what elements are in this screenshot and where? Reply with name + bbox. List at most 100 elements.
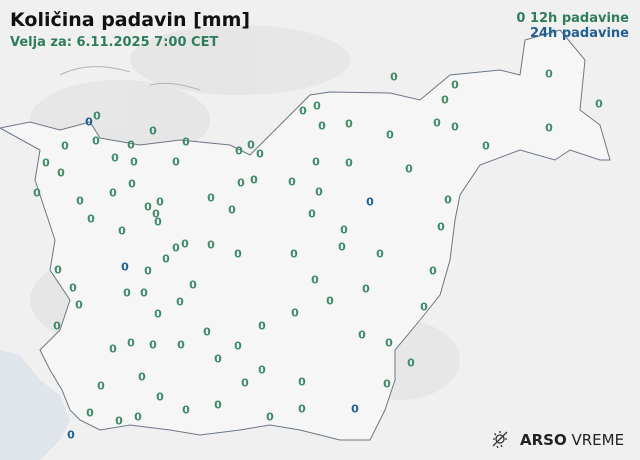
legend-12h: 0 12h padavine — [516, 11, 629, 26]
station-12h-value: 0 — [162, 252, 170, 266]
station-12h-value: 0 — [33, 186, 41, 200]
station-12h-value: 0 — [298, 402, 306, 416]
station-12h-value: 0 — [182, 403, 190, 417]
station-12h-value: 0 — [237, 176, 245, 190]
station-12h-value: 0 — [144, 264, 152, 278]
station-12h-value: 0 — [386, 128, 394, 142]
station-12h-value: 0 — [140, 286, 148, 300]
station-24h-value: 0 — [85, 115, 93, 129]
station-12h-value: 0 — [93, 109, 101, 123]
station-12h-value: 0 — [433, 116, 441, 130]
station-12h-value: 0 — [315, 185, 323, 199]
station-12h-value: 0 — [326, 294, 334, 308]
station-12h-value: 0 — [338, 240, 346, 254]
legend-sample: 0 — [516, 11, 526, 26]
station-12h-value: 0 — [437, 220, 445, 234]
station-12h-value: 0 — [61, 139, 69, 153]
station-12h-value: 0 — [127, 138, 135, 152]
station-12h-value: 0 — [545, 67, 553, 81]
station-12h-value: 0 — [358, 328, 366, 342]
station-12h-value: 0 — [76, 194, 84, 208]
station-12h-value: 0 — [234, 339, 242, 353]
station-12h-value: 0 — [176, 295, 184, 309]
map-title: Količina padavin [mm] — [10, 9, 251, 31]
station-12h-value: 0 — [154, 215, 162, 229]
station-12h-value: 0 — [128, 177, 136, 191]
station-12h-value: 0 — [258, 363, 266, 377]
station-12h-value: 0 — [340, 223, 348, 237]
station-12h-value: 0 — [172, 155, 180, 169]
station-12h-value: 0 — [311, 273, 319, 287]
slovenia-border — [0, 29, 611, 441]
station-12h-value: 0 — [53, 319, 61, 333]
station-12h-value: 0 — [130, 155, 138, 169]
station-12h-value: 0 — [207, 191, 215, 205]
station-12h-value: 0 — [123, 286, 131, 300]
station-12h-value: 0 — [376, 247, 384, 261]
station-12h-value: 0 — [156, 390, 164, 404]
station-12h-value: 0 — [156, 195, 164, 209]
station-12h-value: 0 — [54, 263, 62, 277]
station-12h-value: 0 — [42, 156, 50, 170]
station-12h-value: 0 — [97, 379, 105, 393]
station-12h-value: 0 — [69, 281, 77, 295]
station-12h-value: 0 — [407, 356, 415, 370]
station-12h-value: 0 — [290, 247, 298, 261]
station-12h-value: 0 — [109, 186, 117, 200]
station-12h-value: 0 — [420, 300, 428, 314]
station-12h-value: 0 — [385, 336, 393, 350]
station-12h-value: 0 — [207, 238, 215, 252]
logo-brand: ARSO — [520, 431, 567, 449]
station-12h-value: 0 — [57, 166, 65, 180]
station-12h-value: 0 — [451, 78, 459, 92]
station-12h-value: 0 — [362, 282, 370, 296]
station-12h-value: 0 — [149, 338, 157, 352]
logo-product: VREME — [571, 431, 625, 449]
station-12h-value: 0 — [111, 151, 119, 165]
station-24h-value: 0 — [67, 428, 75, 442]
station-12h-value: 0 — [595, 97, 603, 111]
station-12h-value: 0 — [127, 336, 135, 350]
station-12h-value: 0 — [203, 325, 211, 339]
station-24h-value: 0 — [121, 260, 129, 274]
station-12h-value: 0 — [441, 93, 449, 107]
station-12h-value: 0 — [288, 175, 296, 189]
station-12h-value: 0 — [345, 117, 353, 131]
station-12h-value: 0 — [234, 247, 242, 261]
station-12h-value: 0 — [258, 319, 266, 333]
station-24h-value: 0 — [351, 402, 359, 416]
station-12h-value: 0 — [247, 138, 255, 152]
station-12h-value: 0 — [318, 119, 326, 133]
lake — [59, 66, 201, 91]
station-12h-value: 0 — [181, 237, 189, 251]
station-12h-value: 0 — [228, 203, 236, 217]
station-12h-value: 0 — [115, 414, 123, 428]
station-12h-value: 0 — [383, 377, 391, 391]
station-12h-value: 0 — [138, 370, 146, 384]
legend: 0 12h padavine 24h padavine — [516, 11, 629, 41]
station-12h-value: 0 — [144, 200, 152, 214]
station-12h-value: 0 — [444, 193, 452, 207]
station-12h-value: 0 — [172, 241, 180, 255]
sea — [0, 350, 70, 460]
station-12h-value: 0 — [134, 410, 142, 424]
station-12h-value: 0 — [308, 207, 316, 221]
station-12h-value: 0 — [92, 134, 100, 148]
station-12h-value: 0 — [390, 70, 398, 84]
station-12h-value: 0 — [299, 104, 307, 118]
station-12h-value: 0 — [250, 173, 258, 187]
arso-logo: ARSO VREME — [490, 430, 624, 450]
station-12h-value: 0 — [545, 121, 553, 135]
sun-rain-icon — [492, 431, 508, 449]
station-12h-value: 0 — [241, 376, 249, 390]
station-12h-value: 0 — [214, 398, 222, 412]
station-12h-value: 0 — [482, 139, 490, 153]
station-12h-value: 0 — [405, 162, 413, 176]
station-12h-value: 0 — [177, 338, 185, 352]
station-12h-value: 0 — [118, 224, 126, 238]
station-12h-value: 0 — [87, 212, 95, 226]
station-12h-value: 0 — [313, 99, 321, 113]
station-12h-value: 0 — [345, 156, 353, 170]
station-12h-value: 0 — [75, 298, 83, 312]
